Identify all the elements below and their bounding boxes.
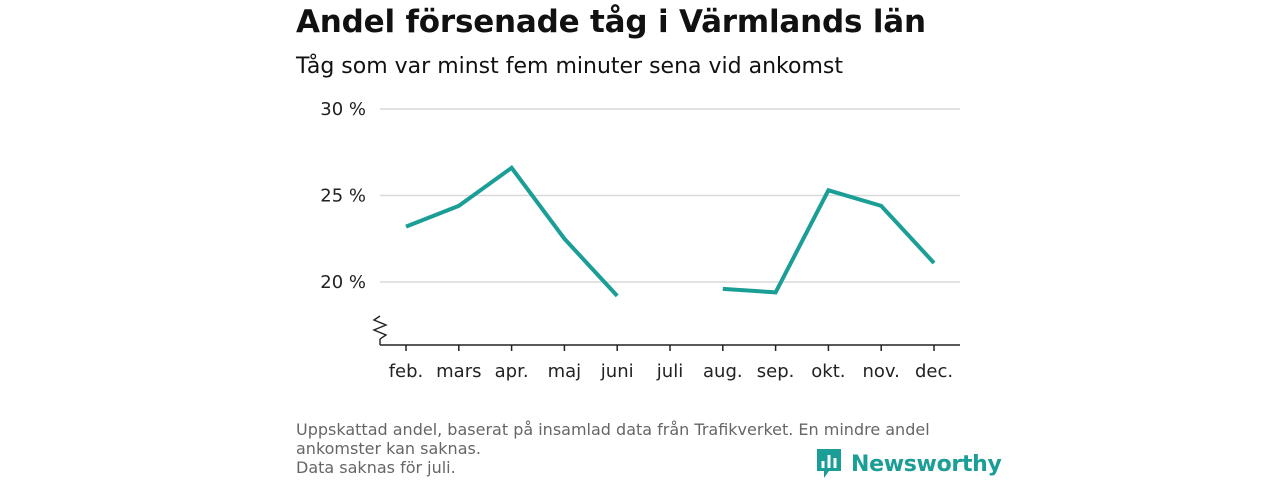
x-tick-label: dec. [915, 361, 953, 382]
chart-subtitle: Tåg som var minst fem minuter sena vid a… [296, 54, 843, 79]
x-tick-label: aug. [703, 361, 743, 382]
axis-break-icon [372, 315, 388, 340]
series-line [405, 165, 619, 298]
series-line [722, 187, 936, 295]
x-tick-label: apr. [495, 361, 529, 382]
x-tick-label: mars [436, 361, 481, 382]
chart-container: Andel försenade tåg i Värmlands län Tåg … [296, 0, 1002, 480]
x-tick-label: maj [548, 361, 582, 382]
chart-title: Andel försenade tåg i Värmlands län [296, 4, 926, 40]
footer-note-line-1: Uppskattad andel, baserat på insamlad da… [296, 420, 930, 439]
x-tick-label: nov. [862, 361, 899, 382]
y-tick-label: 25 % [320, 186, 366, 207]
x-tick-label: juni [600, 361, 634, 382]
x-tick-label: sep. [757, 361, 795, 382]
x-tick-label: juli [656, 361, 683, 382]
x-tick-label: feb. [389, 361, 424, 382]
footer-note-line-2: ankomster kan saknas. [296, 439, 481, 458]
y-tick-label: 30 % [320, 99, 366, 120]
logo-text: Newsworthy [851, 451, 1002, 477]
x-tick-label: okt. [811, 361, 845, 382]
y-tick-label: 20 % [320, 272, 366, 293]
bar-chart-speech-icon [817, 449, 841, 478]
footer-note-line-3: Data saknas för juli. [296, 458, 456, 477]
newsworthy-logo: Newsworthy [815, 447, 1002, 481]
line-chart: 20 % 25 % 30 % feb. mars apr. maj juni juli aug. s… [320, 99, 960, 382]
chart-footer: Uppskattad andel, baserat på insamlad da… [296, 420, 986, 477]
